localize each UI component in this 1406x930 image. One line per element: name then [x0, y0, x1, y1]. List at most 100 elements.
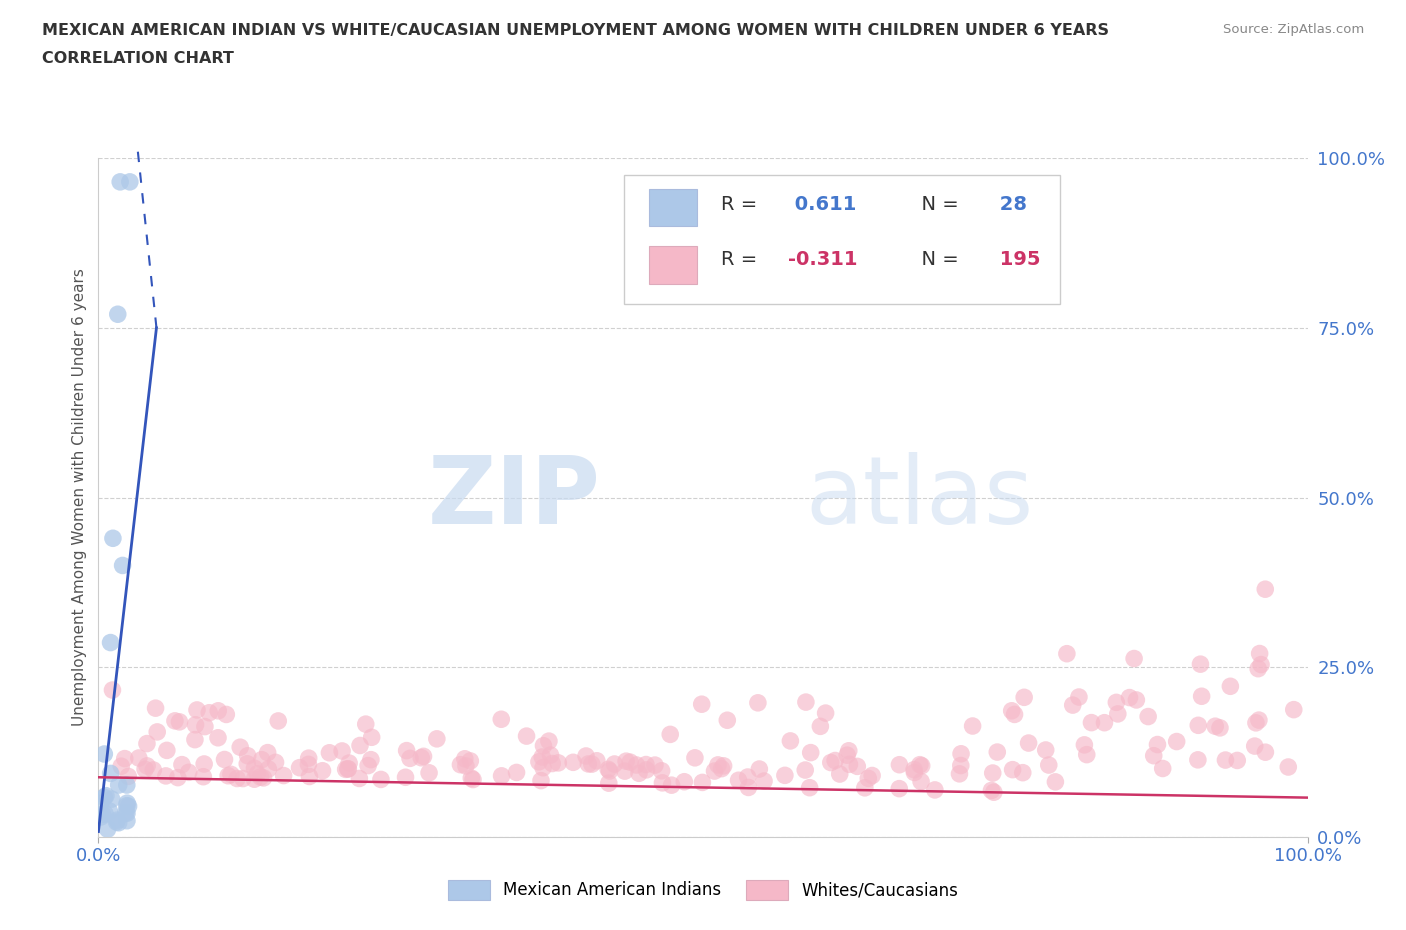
Point — [349, 738, 371, 753]
Point — [846, 759, 869, 774]
Point — [454, 751, 477, 766]
Point — [1244, 715, 1267, 730]
Point — [163, 713, 186, 728]
Point — [1035, 742, 1057, 757]
Point — [1118, 690, 1140, 705]
Point — [1067, 689, 1090, 704]
Point — [114, 751, 136, 766]
Point — [349, 771, 371, 786]
Point — [727, 773, 749, 788]
Point — [169, 714, 191, 729]
Point — [100, 766, 122, 781]
Point — [394, 770, 416, 785]
Point — [1226, 753, 1249, 768]
Point — [412, 749, 434, 764]
Point — [626, 758, 648, 773]
Point — [354, 717, 377, 732]
Point — [1001, 763, 1024, 777]
Point — [1247, 712, 1270, 727]
Point — [115, 796, 138, 811]
Point — [90, 809, 112, 824]
Point — [634, 757, 657, 772]
Point — [981, 765, 1004, 780]
Point — [1215, 752, 1237, 767]
Point — [1123, 651, 1146, 666]
Point — [636, 763, 658, 777]
Point — [110, 759, 132, 774]
Point — [93, 747, 115, 762]
Point — [111, 558, 134, 573]
Point — [1204, 719, 1226, 734]
Point — [1143, 749, 1166, 764]
Point — [215, 707, 238, 722]
Point — [207, 730, 229, 745]
Point — [94, 806, 117, 821]
Point — [298, 751, 321, 765]
Point — [1254, 745, 1277, 760]
Point — [627, 765, 650, 780]
Point — [454, 759, 477, 774]
Point — [659, 727, 682, 742]
Point — [533, 738, 555, 753]
Text: -0.311: -0.311 — [787, 250, 858, 269]
Point — [692, 775, 714, 790]
Point — [460, 753, 482, 768]
Point — [800, 745, 823, 760]
Point — [889, 757, 911, 772]
Point — [1277, 760, 1299, 775]
Point — [370, 772, 392, 787]
Point — [232, 771, 254, 786]
Point — [170, 757, 193, 772]
FancyBboxPatch shape — [648, 189, 697, 226]
Point — [337, 756, 360, 771]
Point — [217, 768, 239, 783]
Point — [198, 705, 221, 720]
Point — [644, 758, 666, 773]
Point — [858, 771, 880, 786]
Point — [114, 805, 136, 820]
Point — [1125, 693, 1147, 708]
Point — [1250, 658, 1272, 672]
Point — [531, 750, 554, 764]
Point — [1137, 709, 1160, 724]
Point — [330, 743, 353, 758]
Point — [950, 747, 973, 762]
Point — [814, 706, 837, 721]
Point — [94, 789, 117, 804]
Point — [449, 757, 471, 772]
Point — [93, 790, 115, 804]
Point — [177, 764, 200, 779]
Point — [461, 772, 484, 787]
Point — [117, 769, 139, 784]
Point — [683, 751, 706, 765]
Point — [128, 751, 150, 765]
Point — [540, 748, 562, 763]
Point — [229, 739, 252, 754]
Point — [1045, 775, 1067, 790]
Point — [336, 762, 359, 777]
Point — [460, 771, 482, 786]
Point — [115, 798, 138, 813]
Point — [1187, 752, 1209, 767]
Point — [246, 766, 269, 781]
Point — [747, 696, 769, 711]
Point — [243, 772, 266, 787]
Point — [117, 799, 139, 814]
Point — [236, 749, 259, 764]
Point — [737, 770, 759, 785]
Point — [236, 756, 259, 771]
Point — [1012, 690, 1035, 705]
Point — [166, 770, 188, 785]
Point — [115, 814, 138, 829]
Point — [288, 760, 311, 775]
Point — [115, 805, 138, 820]
Y-axis label: Unemployment Among Women with Children Under 6 years: Unemployment Among Women with Children U… — [72, 269, 87, 726]
Point — [948, 766, 970, 781]
Text: N =: N = — [908, 250, 965, 269]
Point — [1105, 695, 1128, 710]
Point — [156, 743, 179, 758]
Legend: Mexican American Indians, Whites/Caucasians: Mexican American Indians, Whites/Caucasi… — [441, 873, 965, 907]
Point — [249, 770, 271, 785]
Point — [98, 804, 121, 818]
Point — [360, 752, 382, 767]
